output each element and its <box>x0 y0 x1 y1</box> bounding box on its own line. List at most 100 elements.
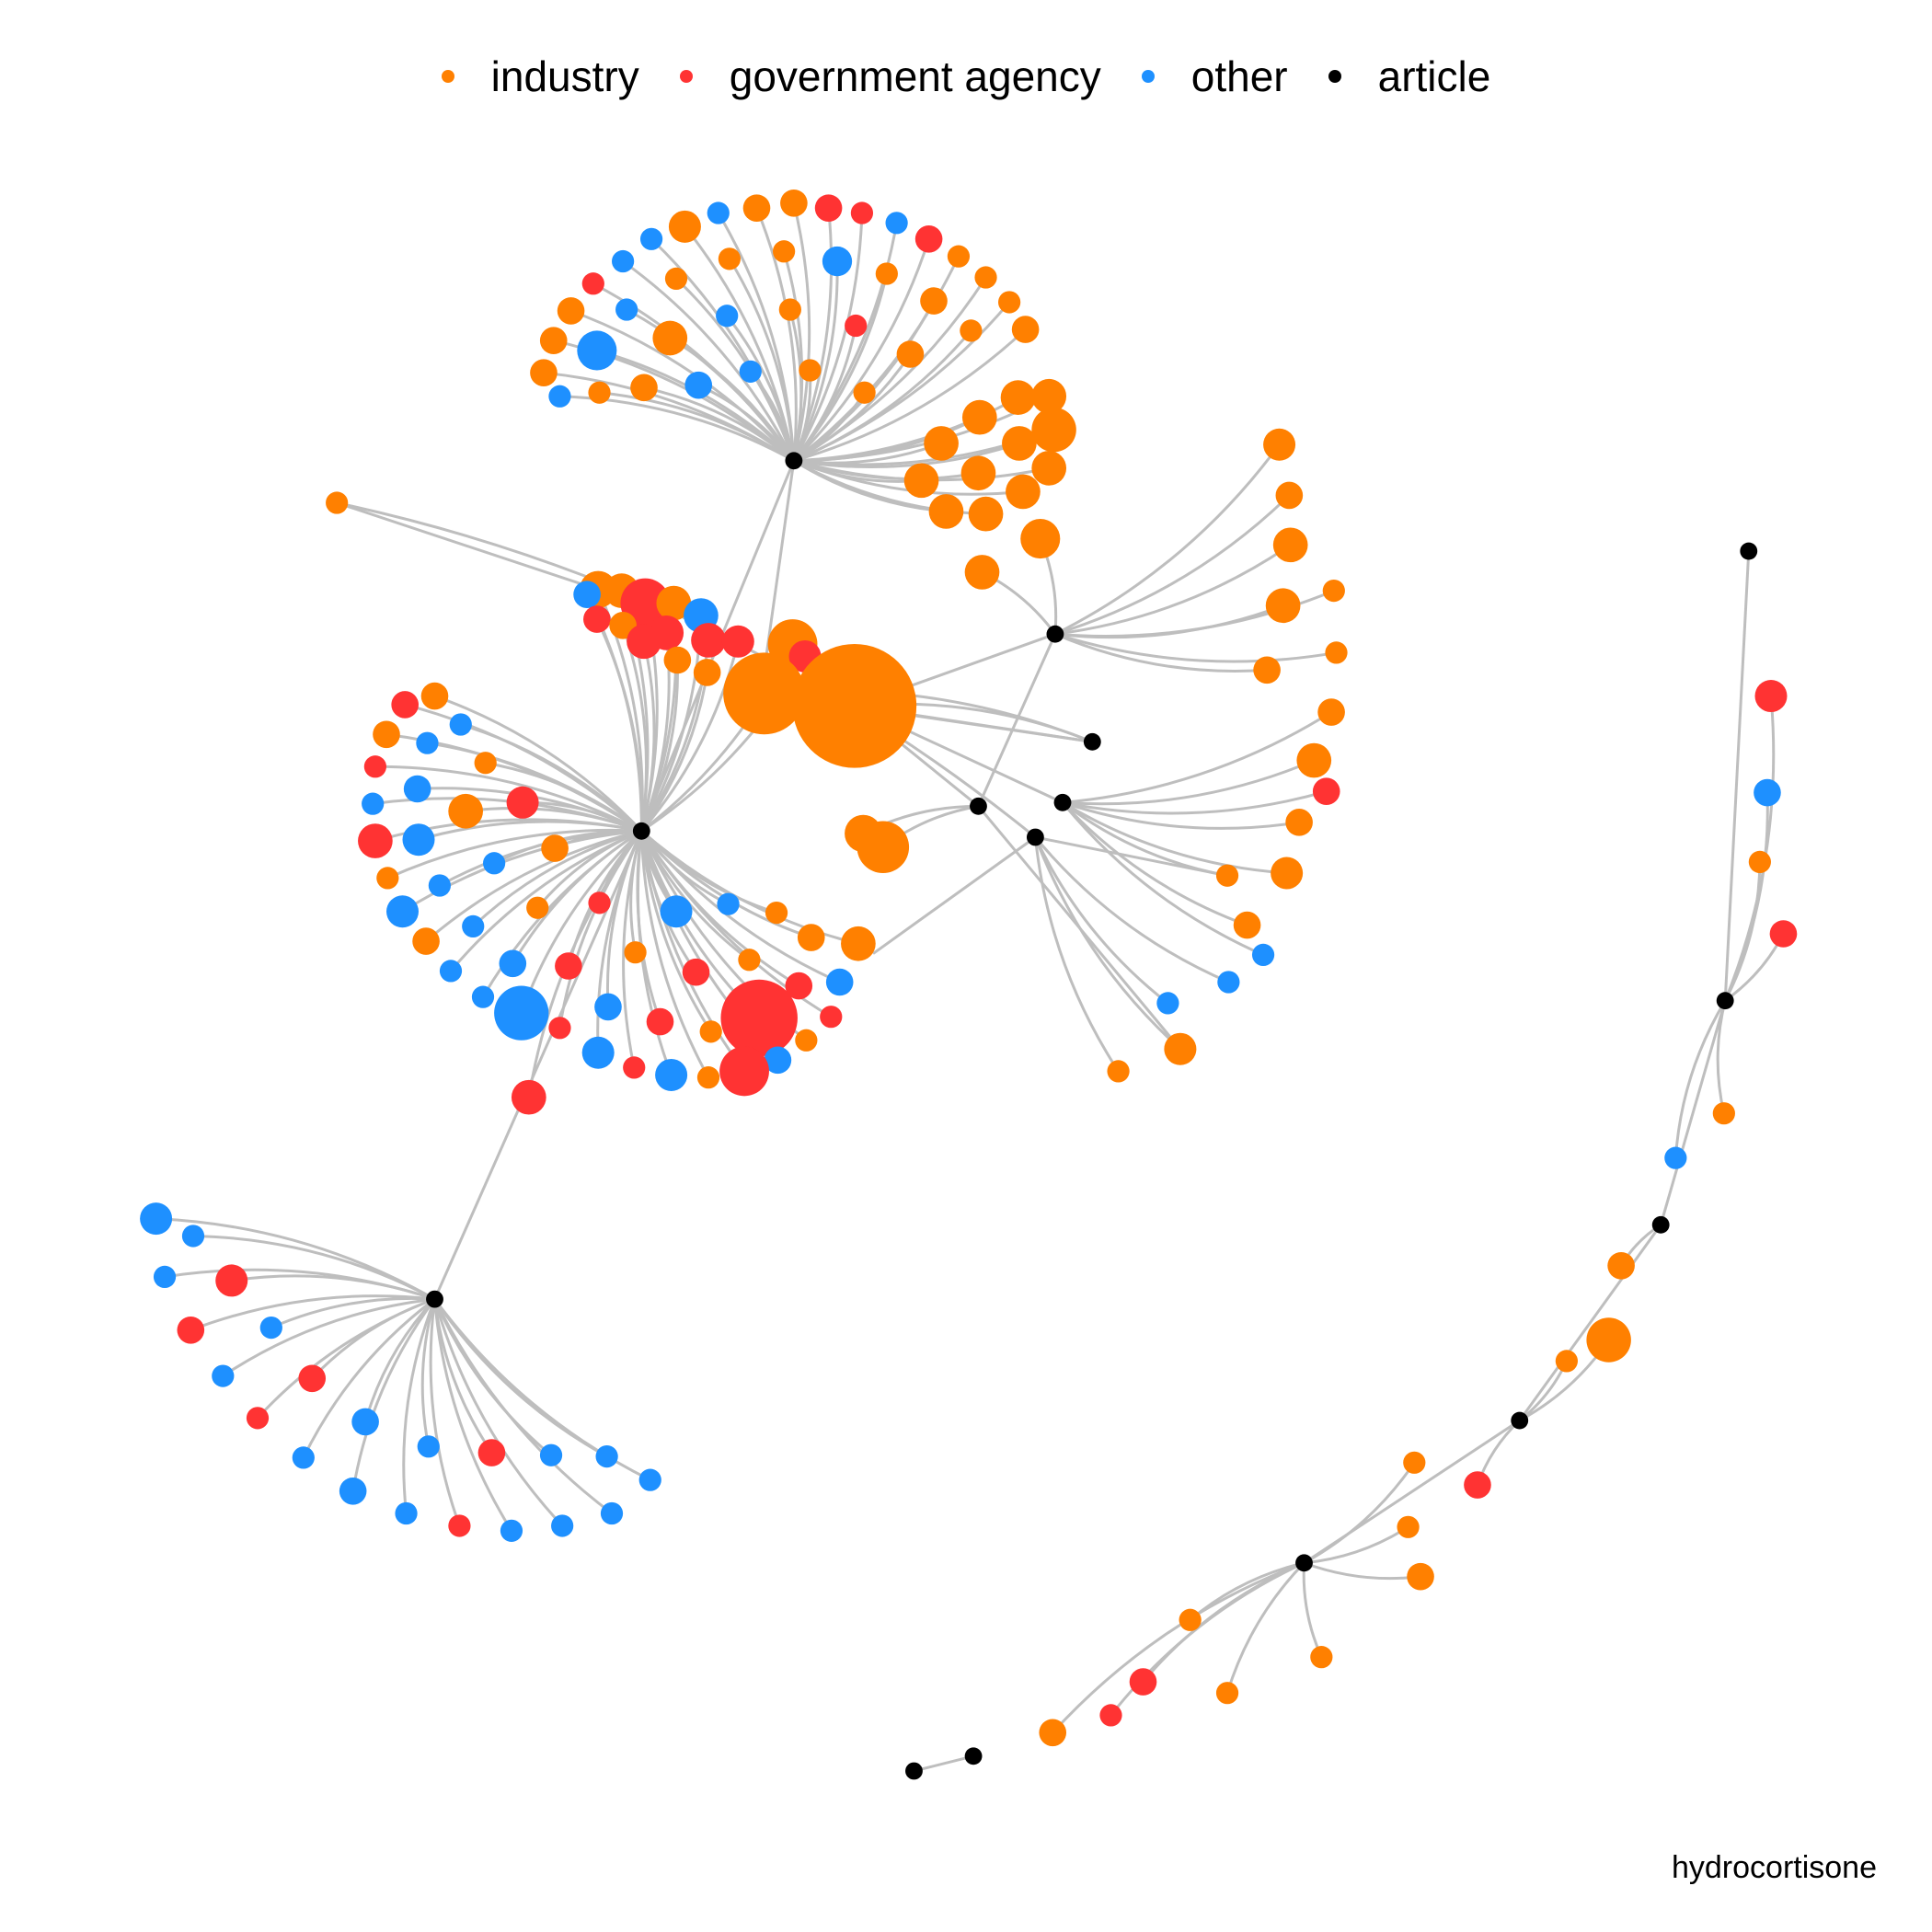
node-other-150 <box>212 1364 235 1387</box>
node-industry-124 <box>1275 481 1304 510</box>
edge-36 <box>643 385 795 462</box>
node-other-76 <box>416 731 439 754</box>
legend-dot-government-agency <box>679 70 693 83</box>
edge-198 <box>336 501 599 592</box>
node-article-p1 <box>1740 542 1758 560</box>
edge-159 <box>351 1298 436 1492</box>
node-government-agency-62 <box>721 625 754 658</box>
edge-97 <box>640 830 812 939</box>
node-other-146 <box>153 1265 177 1288</box>
node-other-144 <box>140 1202 173 1236</box>
node-other-157 <box>539 1443 563 1466</box>
node-government-agency-4 <box>814 194 843 222</box>
node-other-158 <box>595 1444 618 1468</box>
node-other-140 <box>1217 971 1240 994</box>
node-other-12 <box>822 246 853 277</box>
node-industry-127 <box>1265 588 1301 624</box>
edge-188 <box>1659 1000 1727 1225</box>
node-industry-30 <box>530 359 558 387</box>
edge-2 <box>755 207 798 461</box>
node-industry-16 <box>664 267 688 290</box>
nodes-layer <box>140 189 1798 1780</box>
node-article-p4 <box>1511 1411 1529 1430</box>
edge-141 <box>1034 836 1169 1005</box>
edge-124 <box>1054 494 1291 636</box>
node-industry-48 <box>1006 474 1041 510</box>
edge-140 <box>1034 836 1229 983</box>
node-industry-172 <box>1607 1251 1635 1280</box>
node-government-agency-17 <box>581 272 604 295</box>
node-industry-128 <box>1325 641 1348 664</box>
node-industry-18 <box>557 297 585 325</box>
node-government-agency-121 <box>719 1046 769 1097</box>
edge-152 <box>256 1297 436 1420</box>
node-industry-36 <box>630 374 658 402</box>
node-other-160 <box>638 1468 661 1491</box>
node-industry-184 <box>1039 1719 1067 1747</box>
node-industry-3 <box>780 189 808 217</box>
edge-163 <box>429 1298 461 1526</box>
node-industry-31 <box>896 340 925 368</box>
edge-118 <box>622 830 643 1068</box>
edge-158 <box>433 1298 608 1458</box>
edge-171 <box>1673 999 1727 1158</box>
edge-164 <box>433 1298 513 1532</box>
node-industry-10 <box>718 247 742 270</box>
node-other-154 <box>292 1446 315 1469</box>
node-government-agency-84 <box>358 823 393 858</box>
node-other-159 <box>339 1477 367 1505</box>
edge-35 <box>599 391 795 463</box>
node-industry-45 <box>960 455 996 491</box>
node-other-20 <box>716 305 739 328</box>
node-government-agency-183 <box>1099 1704 1122 1727</box>
edge-178 <box>1303 1561 1421 1581</box>
node-industry-177 <box>1397 1515 1420 1538</box>
node-other-153 <box>351 1408 379 1436</box>
node-article-e <box>1083 732 1101 751</box>
node-other-116 <box>581 1036 615 1069</box>
node-other-6 <box>885 212 908 235</box>
node-industry-25 <box>960 319 983 342</box>
edge-160 <box>433 1298 651 1481</box>
edge-189 <box>1518 1224 1662 1421</box>
node-industry-65 <box>693 659 721 686</box>
node-other-92 <box>660 895 693 928</box>
node-industry-77 <box>474 752 497 775</box>
node-government-agency-181 <box>1129 1668 1157 1696</box>
node-industry-68 <box>723 652 805 735</box>
node-government-agency-118 <box>623 1056 646 1079</box>
legend-label-industry: industry <box>490 52 639 100</box>
node-other-82 <box>362 792 385 815</box>
node-industry-56 <box>656 585 692 621</box>
node-other-19 <box>615 298 638 321</box>
node-industry-41 <box>961 399 997 435</box>
edge-139 <box>1061 801 1264 957</box>
node-other-1 <box>707 201 730 224</box>
node-industry-29 <box>652 320 688 356</box>
edge-153 <box>363 1298 436 1422</box>
node-government-agency-176 <box>1464 1471 1491 1499</box>
edge-65 <box>640 672 709 833</box>
legend: industry government agency other article <box>0 44 1932 109</box>
node-industry-182 <box>1215 1682 1239 1705</box>
edge-62 <box>640 640 740 833</box>
node-article-c <box>426 1290 443 1308</box>
node-government-agency-147 <box>215 1264 248 1297</box>
edge-165 <box>433 1298 564 1527</box>
node-industry-35 <box>588 381 611 404</box>
node-industry-81 <box>448 793 483 829</box>
node-other-106 <box>471 985 495 1008</box>
legend-label-government-agency: government agency <box>729 52 1101 100</box>
node-government-agency-110 <box>548 1017 571 1040</box>
node-industry-103 <box>738 949 761 972</box>
edge-197 <box>977 633 1057 807</box>
node-other-164 <box>500 1519 523 1542</box>
node-industry-135 <box>1285 809 1313 836</box>
node-industry-143 <box>1107 1060 1130 1083</box>
legend-label-article: article <box>1377 52 1491 100</box>
edge-134 <box>1062 789 1328 815</box>
edge-161 <box>402 1298 436 1514</box>
edge-201 <box>1035 835 1228 878</box>
node-government-agency-111 <box>646 1007 674 1036</box>
node-other-32 <box>739 360 762 383</box>
